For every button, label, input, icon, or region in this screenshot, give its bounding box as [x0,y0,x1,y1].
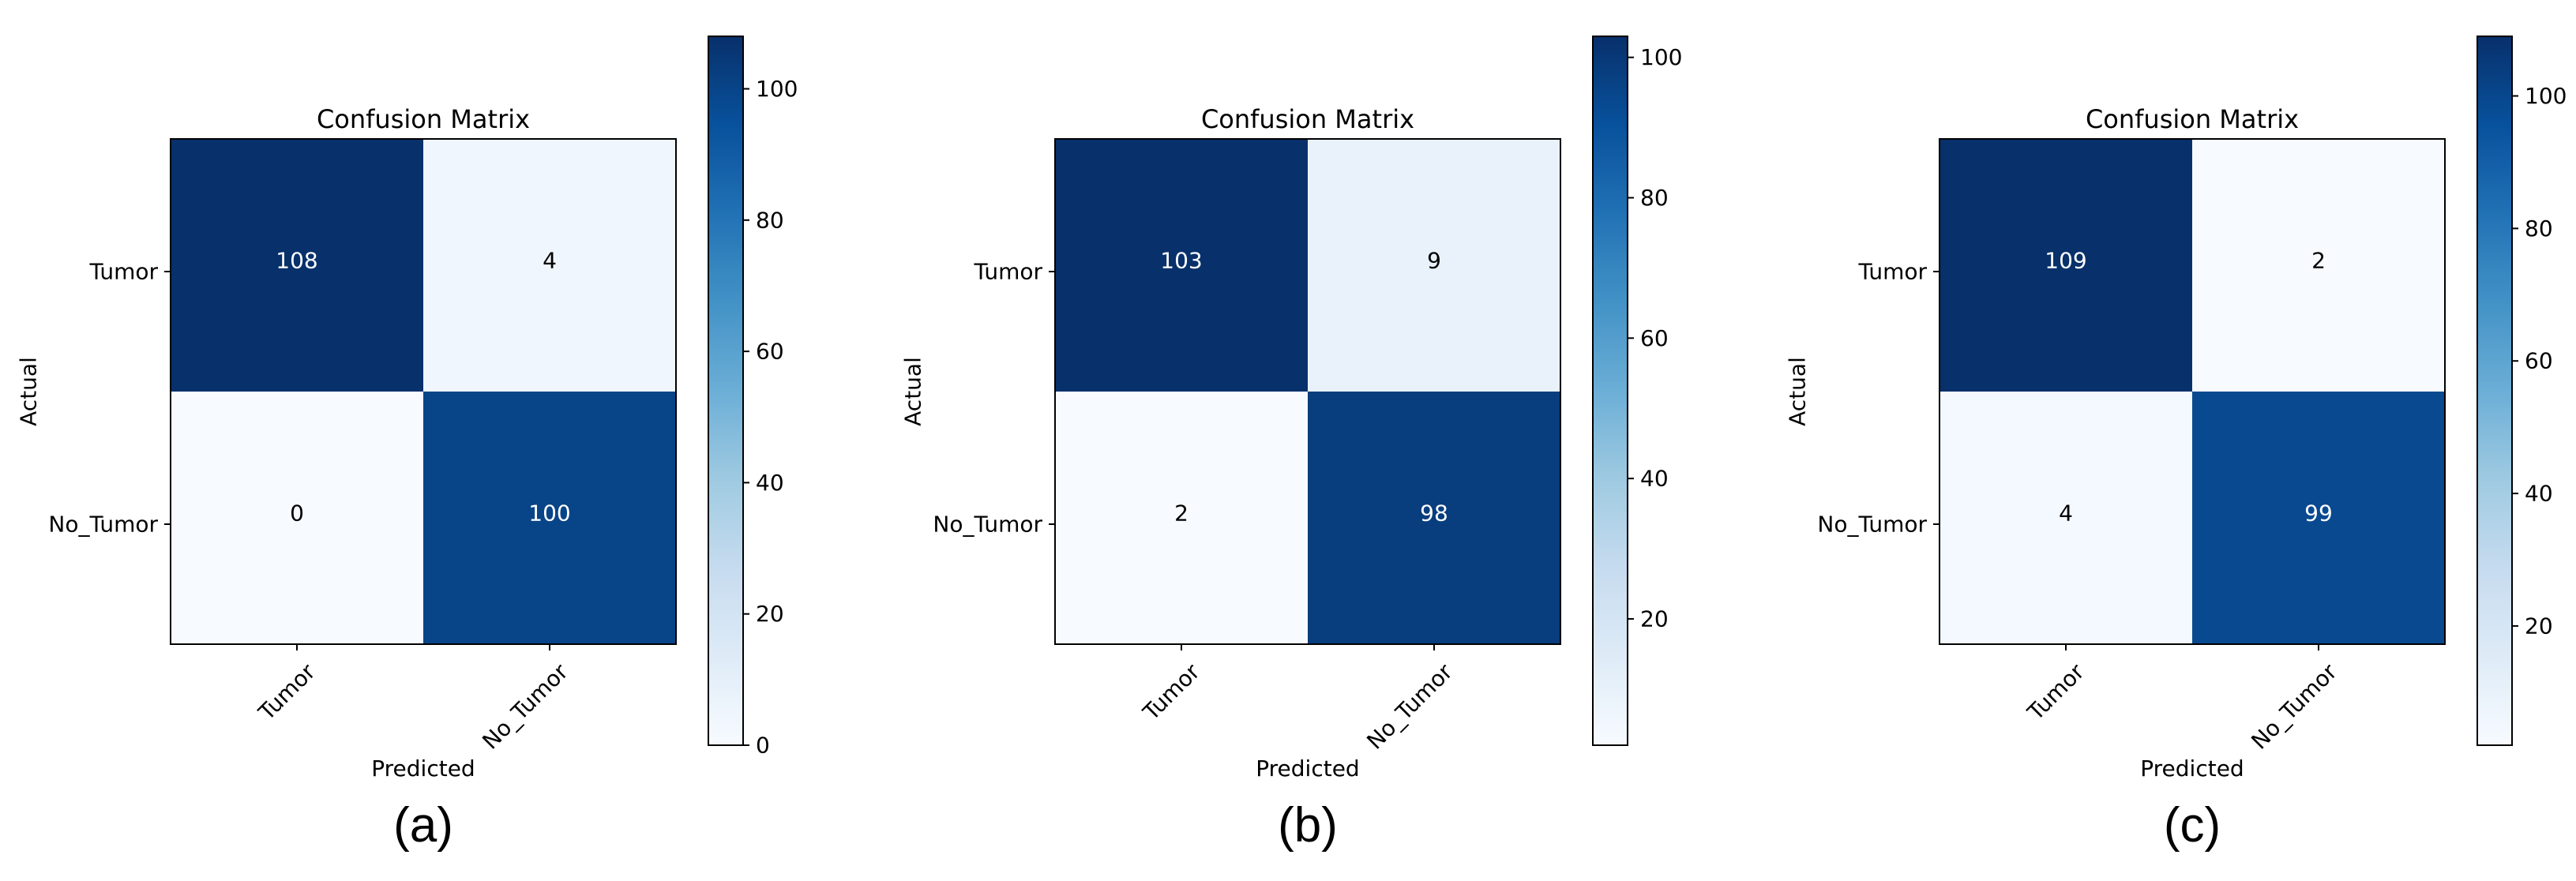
heatmap-cell-r0-c1 [1308,139,1560,392]
cell-value-r0-c0: 109 [2045,248,2086,274]
colorbar-tick-label-0: 0 [756,733,770,759]
heatmap-cell-r1-c1 [2192,392,2445,644]
x-tick-label-1: No_Tumor [1361,658,1458,755]
cell-value-r1-c0: 4 [2059,500,2073,527]
colorbar-tick-label-2: 40 [756,470,784,496]
colorbar-tick-label-4: 100 [2525,83,2567,109]
colorbar-tick-label-4: 80 [756,207,784,233]
panel-caption: (b) [1278,798,1338,853]
y-axis-label: Actual [1785,357,1811,426]
x-axis-label: Predicted [1256,755,1359,782]
cell-value-r1-c0: 2 [1174,500,1188,527]
y-tick-label-0: Tumor [1857,259,1927,285]
heatmap-frame [1054,138,1561,645]
cell-value-r0-c1: 2 [2311,248,2326,274]
y-axis-label: Actual [900,357,926,426]
y-axis-label: Actual [16,357,42,426]
confusion-matrix-panel-3: 109 2 4 99 Confusion Matrix Tumor No_Tumor Tumo… [1785,36,2567,853]
heatmap-cell-r0-c1 [2192,139,2445,392]
colorbar-tick-label-3: 60 [756,339,784,365]
panel-caption: (c) [2164,798,2221,853]
colorbar-tick-label-3: 80 [1640,185,1669,211]
colorbar-tick-label-0: 20 [1640,605,1669,632]
heatmap-cell-r1-c1 [423,392,676,644]
cell-value-r0-c0: 108 [276,248,317,274]
x-tick-label-0: Tumor [2022,658,2090,726]
panel-caption: (a) [393,798,453,853]
heatmap-cell-r1-c0 [1940,392,2192,644]
colorbar-tick-label-5: 100 [756,76,798,102]
y-tick-label-1: No_Tumor [48,512,158,538]
x-axis-label: Predicted [371,755,475,782]
cell-value-r0-c0: 103 [1160,248,1202,274]
chart-title: Confusion Matrix [2086,104,2299,134]
chart-title: Confusion Matrix [1201,104,1414,134]
heatmap-cell-r0-c0 [1940,139,2192,392]
cell-value-r1-c0: 0 [290,500,304,527]
heatmap-cell-r1-c1 [1308,392,1560,644]
heatmap-cell-r1-c0 [1055,392,1308,644]
cell-value-r1-c1: 100 [528,500,570,527]
x-tick-label-0: Tumor [1137,658,1205,726]
x-tick-label-1: No_Tumor [477,658,573,755]
colorbar-tick-label-1: 20 [756,601,784,627]
confusion-matrix-panel-2: 103 9 2 98 Confusion Matrix Tumor No_Tumor Tumo… [900,36,1682,853]
colorbar-tick-label-1: 40 [1640,466,1669,492]
heatmap-frame [1939,138,2446,645]
colorbar [1592,36,1628,746]
heatmap-cell-r0-c0 [1055,139,1308,392]
y-tick-label-1: No_Tumor [1817,512,1927,538]
y-tick-label-0: Tumor [973,259,1042,285]
x-tick-label-1: No_Tumor [2246,658,2342,755]
colorbar-tick-label-1: 40 [2525,481,2553,507]
y-tick-label-1: No_Tumor [933,512,1042,538]
x-tick-label-0: Tumor [253,658,321,726]
y-tick-label-0: Tumor [88,259,158,285]
x-axis-label: Predicted [2140,755,2244,782]
heatmap-cell-r0-c0 [171,139,423,392]
chart-title: Confusion Matrix [317,104,530,134]
colorbar [708,36,744,746]
cell-value-r0-c1: 9 [1427,248,1441,274]
heatmap-cell-r1-c0 [171,392,423,644]
colorbar-tick-label-0: 20 [2525,613,2553,639]
colorbar-tick-label-2: 60 [1640,325,1669,351]
colorbar-tick-label-4: 100 [1640,44,1682,70]
heatmap-frame [170,138,677,645]
heatmap-cell-r0-c1 [423,139,676,392]
colorbar-tick-label-3: 80 [2525,216,2553,242]
cell-value-r0-c1: 4 [543,248,557,274]
colorbar-tick-label-2: 60 [2525,348,2553,374]
cell-value-r1-c1: 98 [1420,500,1448,527]
colorbar [2476,36,2513,746]
cell-value-r1-c1: 99 [2304,500,2333,527]
